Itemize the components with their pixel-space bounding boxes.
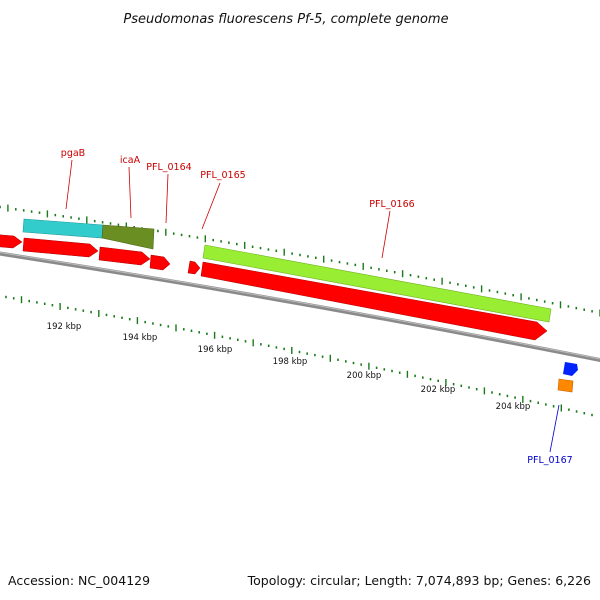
tick-label: 204 kbp — [496, 402, 531, 412]
gene-PFL_0167-feature-b[interactable] — [557, 378, 574, 393]
ruler-outer-ticks — [5, 295, 593, 417]
tick-label: 198 kbp — [273, 357, 308, 367]
gene-label-pgaB[interactable]: pgaB — [61, 148, 85, 159]
leader-line — [128, 166, 132, 219]
leader-line — [381, 210, 391, 259]
genome-summary-text: Topology: circular; Length: 7,074,893 bp… — [247, 573, 591, 588]
gene-label-PFL_0165[interactable]: PFL_0165 — [200, 170, 245, 181]
leader-line — [201, 182, 221, 230]
ruler-inner-ticks — [0, 204, 600, 317]
tick-label: 192 kbp — [47, 322, 82, 332]
cds-arrow[interactable] — [0, 234, 23, 249]
cds-arrow[interactable] — [200, 261, 548, 341]
leader-line — [65, 159, 73, 210]
gene-PFL_0166-feature[interactable] — [202, 244, 552, 323]
gene-label-PFL_0167[interactable]: PFL_0167 — [527, 455, 572, 466]
gene-label-icaA[interactable]: icaA — [120, 155, 141, 166]
tick-label: 194 kbp — [123, 333, 158, 343]
gene-icaA-feature[interactable] — [101, 224, 155, 250]
feature-track — [22, 218, 578, 393]
gene-PFL_0167-feature-a[interactable] — [563, 362, 578, 376]
genome-backbone-highlight — [0, 252, 600, 360]
gene-labels: pgaB icaA PFL_0164 PFL_0165 PFL_0166 PFL… — [61, 148, 573, 466]
ruler-tick-labels: 192 kbp 194 kbp 196 kbp 198 kbp 200 kbp 202 k… — [47, 322, 531, 412]
genome-backbone — [0, 251, 600, 363]
leader-line — [549, 404, 560, 453]
map-title: Pseudomonas fluorescens Pf-5, complete g… — [123, 12, 448, 27]
tick-label: 202 kbp — [421, 385, 456, 395]
tick-label: 196 kbp — [198, 345, 233, 355]
leader-line — [165, 173, 169, 224]
cds-arrow[interactable] — [98, 246, 151, 266]
tick-label: 200 kbp — [347, 371, 382, 381]
cds-arrow[interactable] — [149, 254, 171, 271]
accession-text: Accession: NC_004129 — [8, 573, 150, 588]
gene-label-PFL_0166[interactable]: PFL_0166 — [369, 199, 414, 210]
cds-arrow[interactable] — [187, 260, 201, 275]
gene-pgaB-feature[interactable] — [22, 218, 104, 239]
gene-label-PFL_0164[interactable]: PFL_0164 — [146, 162, 191, 173]
cds-arrow[interactable] — [22, 237, 99, 258]
cds-track — [0, 234, 548, 341]
